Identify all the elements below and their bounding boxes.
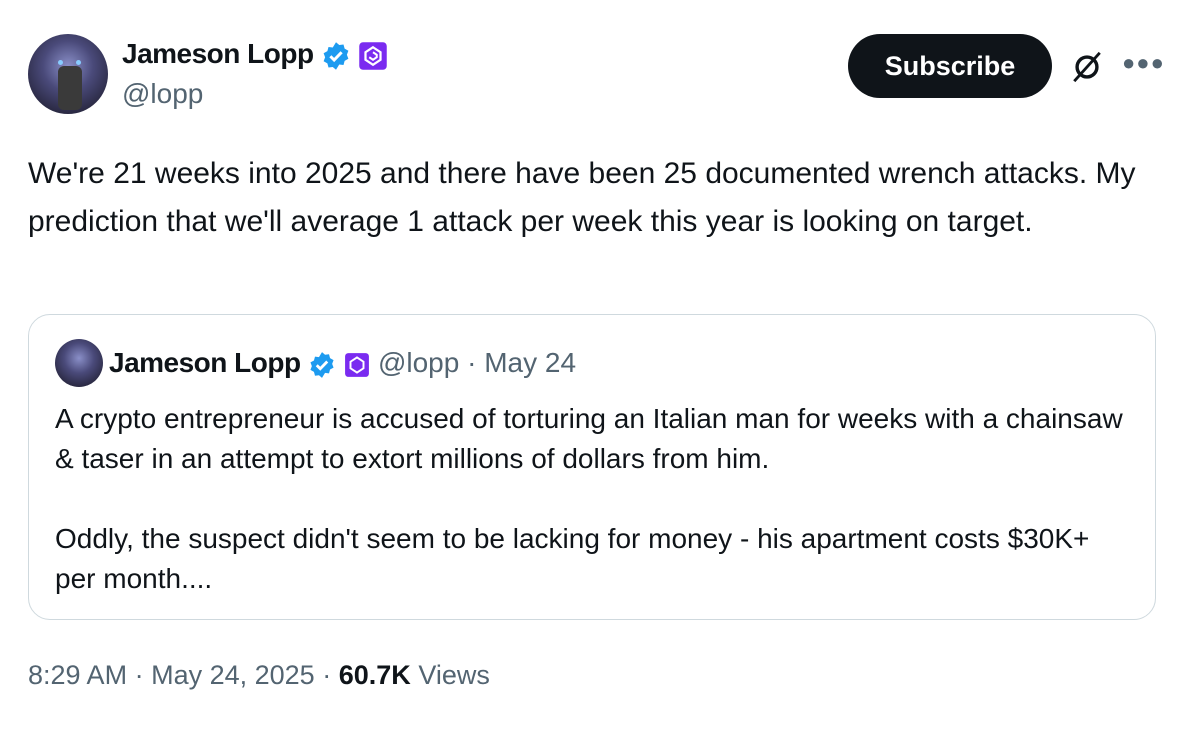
views-label: Views bbox=[418, 660, 490, 690]
tweet-time[interactable]: 8:29 AM bbox=[28, 660, 128, 690]
quote-text: A crypto entrepreneur is accused of tort… bbox=[55, 403, 1123, 594]
verified-badge-icon bbox=[310, 351, 334, 378]
quote-handle: @lopp bbox=[377, 347, 460, 378]
separator: · bbox=[322, 660, 332, 690]
author-name[interactable]: Jameson Lopp bbox=[122, 38, 314, 69]
affiliate-badge-icon[interactable] bbox=[358, 41, 388, 71]
author-name-row: Jameson Lopp bbox=[122, 38, 388, 71]
grok-icon[interactable] bbox=[1070, 50, 1104, 92]
more-icon[interactable]: ●●● bbox=[1122, 50, 1165, 75]
tweet-date[interactable]: May 24, 2025 bbox=[151, 660, 315, 690]
quoted-tweet[interactable]: Jameson Lopp @lopp · May 24 A crypto ent… bbox=[28, 314, 1156, 620]
verified-badge-icon bbox=[323, 41, 349, 70]
separator: · bbox=[134, 660, 144, 690]
quote-author-name: Jameson Lopp bbox=[109, 347, 301, 378]
quote-avatar[interactable] bbox=[55, 339, 103, 387]
tweet-footer: 8:29 AM · May 24, 2025 · 60.7K Views bbox=[28, 660, 490, 691]
avatar[interactable] bbox=[28, 34, 108, 114]
separator: · bbox=[467, 347, 477, 378]
affiliate-badge-icon bbox=[345, 352, 370, 377]
quote-header: Jameson Lopp @lopp · May 24 bbox=[109, 347, 576, 379]
tweet-text: We're 21 weeks into 2025 and there have … bbox=[28, 157, 1136, 238]
subscribe-button[interactable]: Subscribe bbox=[848, 34, 1052, 98]
views-count: 60.7K bbox=[338, 660, 411, 690]
author-handle[interactable]: @lopp bbox=[122, 78, 204, 109]
quote-date: May 24 bbox=[484, 347, 577, 378]
